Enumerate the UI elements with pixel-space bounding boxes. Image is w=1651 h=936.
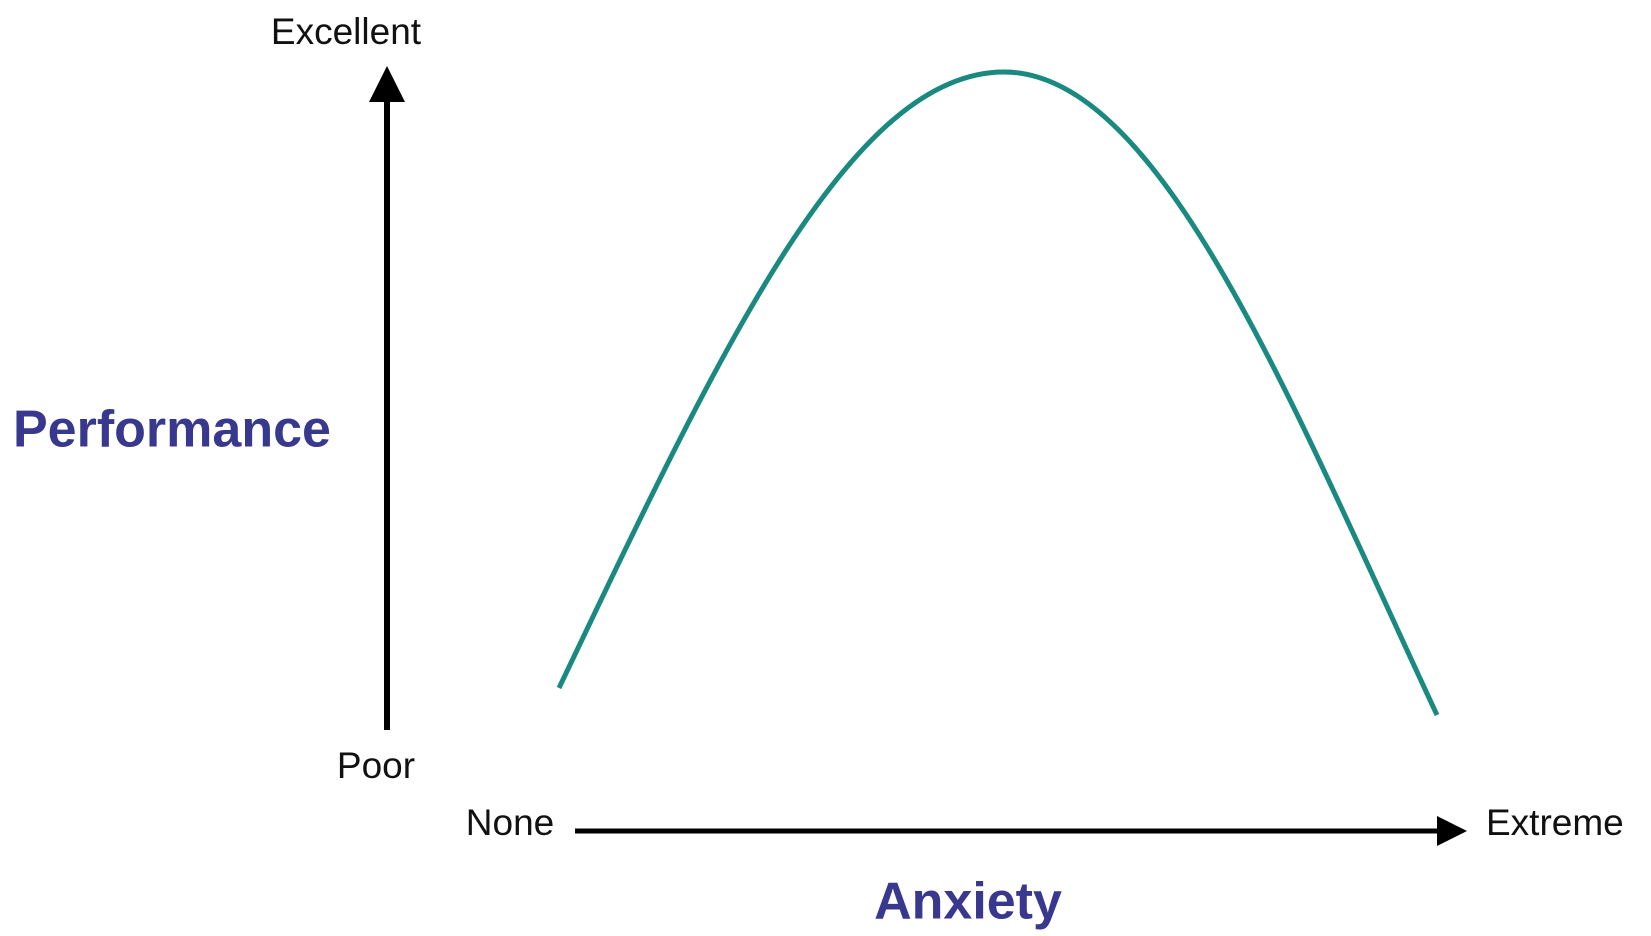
x-axis-start-label: None — [466, 802, 554, 843]
y-axis-top-label: Excellent — [271, 11, 422, 52]
performance-curve — [556, 69, 1440, 717]
x-axis-end-label: Extreme — [1486, 802, 1624, 843]
y-axis-title: Performance — [13, 401, 331, 459]
y-axis-bottom-label: Poor — [337, 745, 415, 786]
x-axis-title: Anxiety — [874, 873, 1062, 931]
